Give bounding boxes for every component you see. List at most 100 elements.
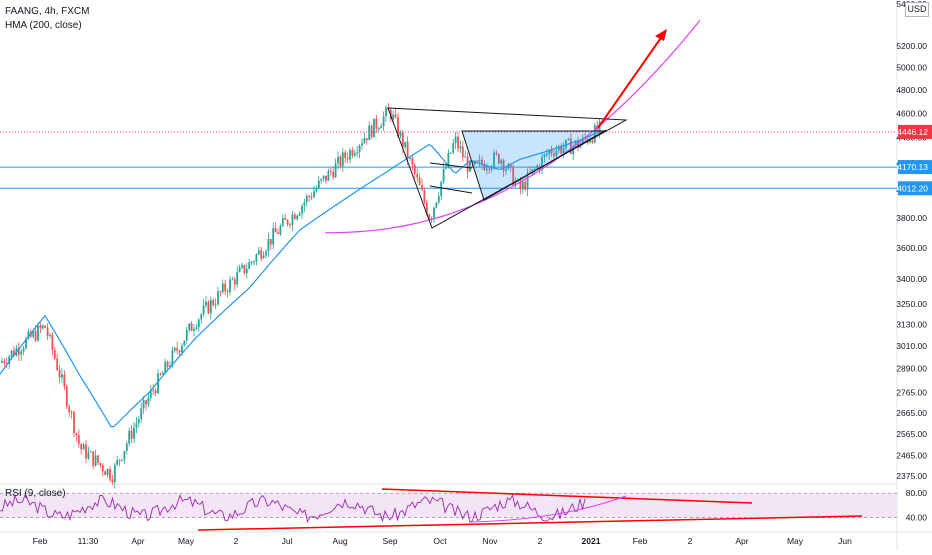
candle-body xyxy=(195,327,198,329)
candle-body xyxy=(3,361,6,364)
candle-body xyxy=(185,329,188,341)
candle-body xyxy=(459,146,462,149)
candle-body xyxy=(137,419,140,424)
candle-body xyxy=(53,349,56,359)
candle-body xyxy=(142,400,145,409)
candle-body xyxy=(589,140,591,143)
candle-body xyxy=(97,455,99,463)
candle-body xyxy=(382,116,385,127)
candle-body xyxy=(118,459,121,461)
candle-body xyxy=(303,202,306,206)
candle-body xyxy=(286,219,289,225)
candle-body xyxy=(238,267,241,272)
candle-body xyxy=(440,181,443,197)
candle-body xyxy=(392,114,395,119)
candle-body xyxy=(291,214,294,225)
rsi-tick-label: 40.00 xyxy=(906,513,928,523)
candle-body xyxy=(272,228,275,245)
candle-body xyxy=(13,350,15,356)
candle-body xyxy=(533,168,536,170)
rsi-support-line xyxy=(197,515,863,531)
candle-body xyxy=(61,374,63,378)
candle-body xyxy=(495,152,498,154)
candle-body xyxy=(397,117,399,137)
candle-body xyxy=(75,433,78,436)
price-line-badge xyxy=(898,181,932,196)
candle-body xyxy=(39,325,42,329)
candle-body xyxy=(548,150,551,155)
candle-body xyxy=(507,164,510,169)
price-tick-label: 5000.00 xyxy=(896,63,927,73)
candle-body xyxy=(449,152,452,154)
hma-line xyxy=(0,130,601,428)
candle-body xyxy=(152,390,155,392)
candle-body xyxy=(248,262,251,269)
candle-body xyxy=(214,304,217,306)
candle-body xyxy=(373,118,375,138)
candle-body xyxy=(543,154,546,158)
candle-body xyxy=(476,160,479,162)
candle-body xyxy=(73,412,75,434)
candle-body xyxy=(567,138,570,140)
candle-body xyxy=(236,271,239,285)
candle-body xyxy=(478,159,481,162)
time-tick-label: Apr xyxy=(735,536,748,546)
candle-body xyxy=(193,328,195,331)
price-tick-label: 2465.00 xyxy=(896,451,927,461)
candle-body xyxy=(92,451,95,466)
candle-body xyxy=(418,177,421,186)
time-tick-label: Feb xyxy=(633,536,648,546)
candle-body xyxy=(346,157,349,160)
candle-body xyxy=(341,152,344,167)
rsi-line xyxy=(0,493,586,524)
candle-body xyxy=(267,238,270,252)
candle-body xyxy=(541,157,543,170)
trendline-support xyxy=(483,129,607,201)
parabola-curve xyxy=(325,19,701,234)
candle-body xyxy=(365,138,368,141)
candle-body xyxy=(113,464,116,483)
time-tick-label: 2 xyxy=(688,536,693,546)
candle-body xyxy=(176,347,179,351)
candle-body xyxy=(190,323,193,331)
candle-body xyxy=(51,334,54,350)
candle-body xyxy=(82,444,85,450)
candle-body xyxy=(442,168,445,182)
candle-body xyxy=(377,128,380,130)
candle-body xyxy=(260,250,263,259)
candle-body xyxy=(483,164,486,171)
candle-body xyxy=(428,214,431,220)
candle-body xyxy=(289,224,291,226)
flag-line-top xyxy=(429,162,473,169)
candle-body xyxy=(250,261,253,263)
candle-body xyxy=(562,147,565,154)
candle-body xyxy=(581,137,584,144)
price-line-label: 4012.20 xyxy=(897,183,928,193)
candle-body xyxy=(224,283,227,292)
candle-body xyxy=(577,140,579,148)
candle-body xyxy=(58,370,61,378)
candle-body xyxy=(20,351,23,355)
rsi-title[interactable]: RSI (9, close) xyxy=(5,488,66,499)
candle-body xyxy=(349,149,351,160)
candle-body xyxy=(574,140,577,146)
indicator-title[interactable]: HMA (200, close) xyxy=(5,20,82,31)
price-line-badge xyxy=(898,160,932,175)
candle-body xyxy=(433,207,435,219)
currency-badge[interactable]: USD xyxy=(905,2,929,17)
candle-body xyxy=(109,469,111,480)
candle-body xyxy=(68,406,71,413)
symbol-title[interactable]: FAANG, 4h, FXCM xyxy=(5,6,90,17)
candle-body xyxy=(413,164,416,174)
candle-body xyxy=(327,170,330,181)
candle-body xyxy=(145,400,147,405)
candle-body xyxy=(202,305,205,315)
candle-body xyxy=(277,232,279,234)
price-tick-label: 2890.00 xyxy=(896,363,927,373)
candle-body xyxy=(188,323,191,330)
candle-body xyxy=(308,195,311,197)
candle-body xyxy=(423,190,426,203)
time-tick-label: Feb xyxy=(33,536,48,546)
